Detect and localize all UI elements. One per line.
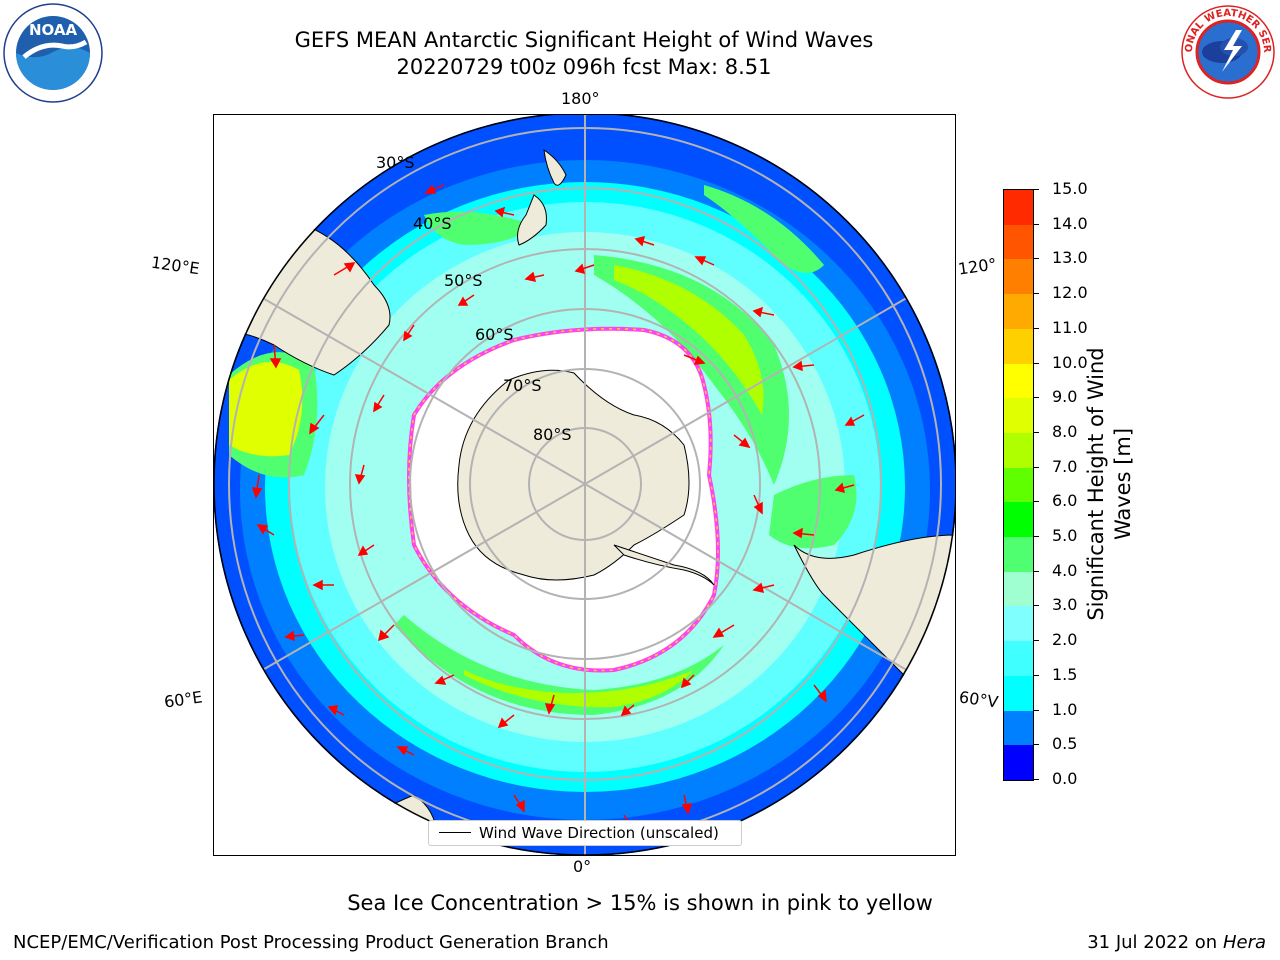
lat-label-50s: 50°S xyxy=(444,271,483,290)
lat-label-70s: 70°S xyxy=(503,376,542,395)
colorbar-tick xyxy=(1033,189,1039,190)
colorbar-tick-label: 12.0 xyxy=(1052,283,1088,303)
lat-label-40s: 40°S xyxy=(413,214,452,233)
colorbar-title-line2: Waves [m] xyxy=(1111,427,1135,541)
colorbar-tick xyxy=(1033,223,1039,225)
colorbar-segment xyxy=(1004,259,1033,295)
polar-map xyxy=(213,114,956,856)
colorbar-tick-label: 1.0 xyxy=(1052,699,1078,719)
colorbar-segment xyxy=(1004,190,1033,225)
colorbar-tick-label: 5.0 xyxy=(1052,526,1078,546)
colorbar-tick xyxy=(1033,605,1039,607)
legend-label: Wind Wave Direction (unscaled) xyxy=(479,824,719,842)
colorbar-tick xyxy=(1033,501,1039,503)
footer-host: Hera xyxy=(1222,932,1266,953)
colorbar-tick-label: 15.0 xyxy=(1052,179,1088,198)
nws-logo: NATIONAL WEATHER SERVICE xyxy=(1174,0,1278,102)
colorbar-tick xyxy=(1033,362,1039,364)
lon-label-120w: 120° xyxy=(956,254,998,279)
lon-label-180: 180° xyxy=(561,89,600,108)
colorbar-segment xyxy=(1004,745,1033,780)
colorbar-tick xyxy=(1033,397,1039,399)
lon-label-60w: 60°V xyxy=(957,687,1000,712)
colorbar-segment xyxy=(1004,606,1033,642)
colorbar-tick xyxy=(1033,536,1039,538)
colorbar-tick-label: 3.0 xyxy=(1052,595,1078,615)
colorbar-tick xyxy=(1033,640,1039,642)
colorbar-segment xyxy=(1004,397,1033,433)
colorbar-tick xyxy=(1033,779,1039,780)
lat-label-60s: 60°S xyxy=(475,325,514,344)
colorbar-segment xyxy=(1004,293,1033,329)
colorbar-segment xyxy=(1004,675,1033,711)
colorbar-title-line1: Significant Height of Wind xyxy=(1084,347,1108,621)
colorbar-tick xyxy=(1033,709,1039,711)
colorbar-tick xyxy=(1033,293,1039,295)
sea-ice-note: Sea Ice Concentration > 15% is shown in … xyxy=(347,891,933,915)
colorbar-segment xyxy=(1004,328,1033,364)
colorbar-segment xyxy=(1004,432,1033,468)
colorbar-tick-label: 14.0 xyxy=(1052,213,1088,233)
colorbar-tick-label: 1.5 xyxy=(1052,664,1078,684)
colorbar-segment xyxy=(1004,502,1033,538)
colorbar-tick xyxy=(1033,570,1039,572)
colorbar-segment xyxy=(1004,363,1033,399)
noaa-logo: NOAA xyxy=(2,2,104,104)
lon-label-120e: 120°E xyxy=(149,252,201,279)
map-legend: Wind Wave Direction (unscaled) xyxy=(428,820,742,846)
colorbar-tick-label: 8.0 xyxy=(1052,421,1078,441)
legend-line-icon xyxy=(439,832,471,833)
lat-label-30s: 30°S xyxy=(376,153,415,172)
svg-text:NOAA: NOAA xyxy=(29,21,78,39)
colorbar-tick xyxy=(1033,327,1039,329)
colorbar-tick xyxy=(1033,431,1039,433)
colorbar-tick xyxy=(1033,466,1039,468)
colorbar-tick-label: 11.0 xyxy=(1052,317,1088,337)
colorbar-segment xyxy=(1004,571,1033,607)
colorbar-tick-label: 10.0 xyxy=(1052,352,1088,372)
map-title: GEFS MEAN Antarctic Significant Height o… xyxy=(294,28,874,52)
colorbar-tick-label: 2.0 xyxy=(1052,630,1078,650)
colorbar-segment xyxy=(1004,467,1033,503)
colorbar-tick xyxy=(1033,258,1039,260)
colorbar-tick-label: 9.0 xyxy=(1052,387,1078,407)
colorbar-segment xyxy=(1004,536,1033,572)
colorbar-tick-label: 4.0 xyxy=(1052,560,1078,580)
colorbar-segment xyxy=(1004,640,1033,676)
footer-credit: NCEP/EMC/Verification Post Processing Pr… xyxy=(13,932,609,953)
colorbar-segment xyxy=(1004,224,1033,260)
footer-date-text: 31 Jul 2022 on xyxy=(1087,932,1223,953)
colorbar xyxy=(1003,189,1034,781)
colorbar-tick-label: 6.0 xyxy=(1052,491,1078,511)
lon-label-0: 0° xyxy=(573,857,592,876)
colorbar-tick-label: 0.5 xyxy=(1052,734,1078,754)
lat-label-80s: 80°S xyxy=(533,425,572,444)
colorbar-tick xyxy=(1033,674,1039,676)
colorbar-tick-label: 0.0 xyxy=(1052,769,1078,788)
map-subtitle-forecast: 20220729 t00z 096h fcst Max: 8.51 xyxy=(396,55,772,79)
colorbar-tick-label: 7.0 xyxy=(1052,456,1078,476)
colorbar-tick xyxy=(1033,744,1039,746)
colorbar-tick-label: 13.0 xyxy=(1052,248,1088,268)
footer-date: 31 Jul 2022 on Hera xyxy=(1087,932,1266,953)
colorbar-segment xyxy=(1004,710,1033,746)
lon-label-60e: 60°E xyxy=(162,687,204,712)
